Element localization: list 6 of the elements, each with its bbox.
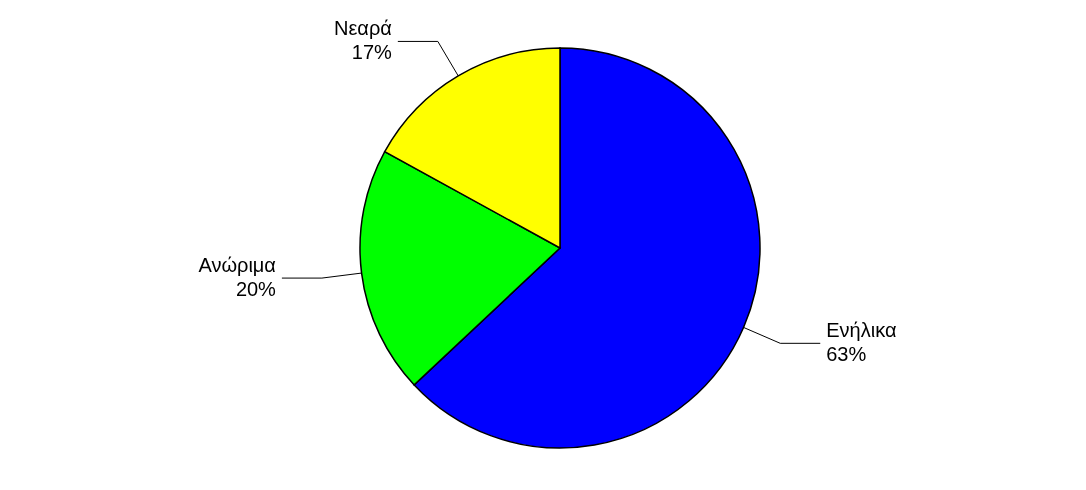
slice-label: Ενήλικα (826, 319, 897, 342)
data-label: 63% (826, 343, 867, 366)
slice-label: Νεαρά (333, 17, 392, 40)
data-label: 17% (351, 41, 393, 64)
data-label: 20% (235, 278, 277, 301)
slice-label: Ανώριμα (198, 254, 276, 277)
